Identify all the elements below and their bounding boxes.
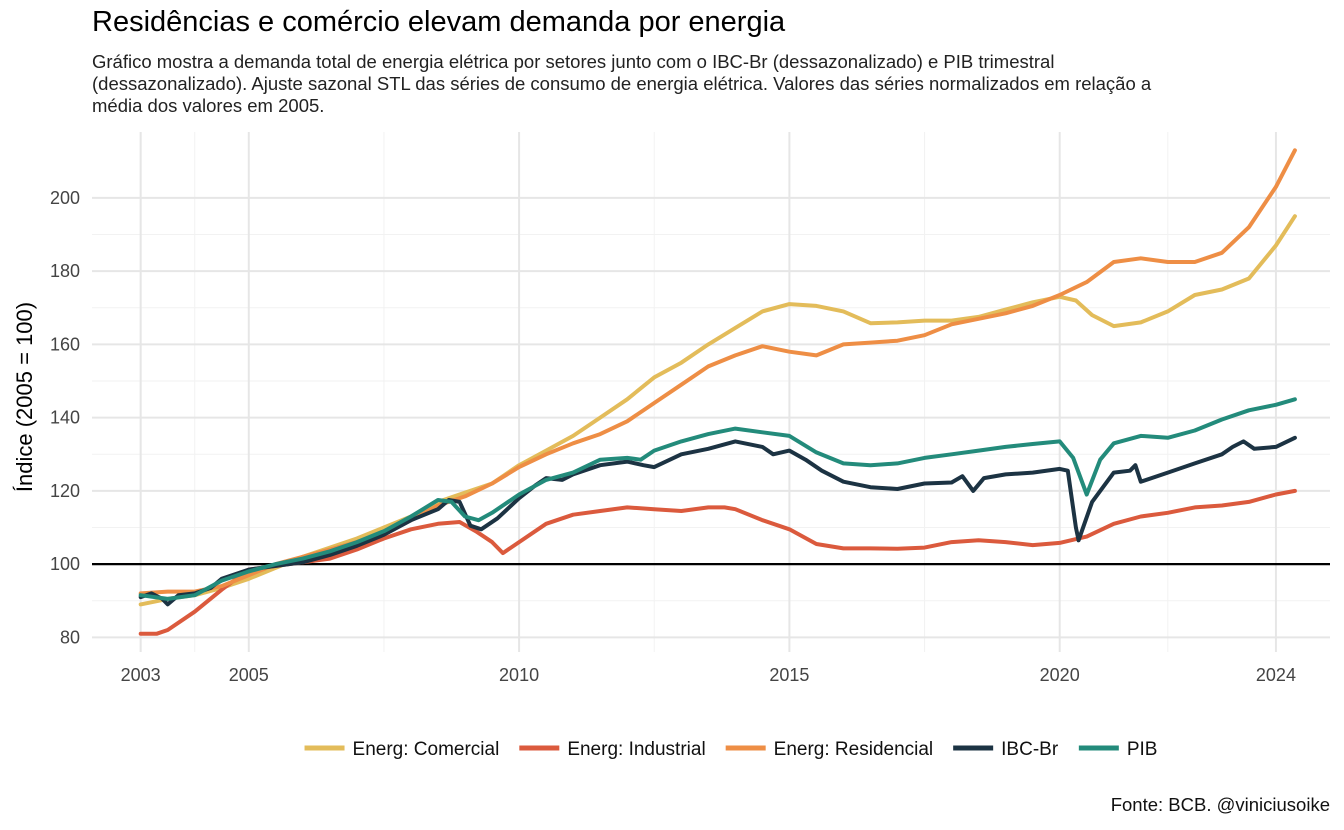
source-caption: Fonte: BCB. @viniciusoike bbox=[1110, 794, 1330, 815]
y-tick-label: 180 bbox=[50, 261, 80, 281]
x-tick-label: 2010 bbox=[499, 665, 539, 685]
legend-label: PIB bbox=[1127, 739, 1158, 760]
series-lines bbox=[138, 148, 1297, 636]
x-axis-tick-labels: 2003 2005 2010 2015 2020 2024 bbox=[121, 665, 1296, 685]
legend-label: Energ: Industrial bbox=[567, 739, 705, 760]
x-tick-label: 2003 bbox=[121, 665, 161, 685]
y-axis-title: Índice (2005 = 100) bbox=[12, 302, 37, 492]
y-tick-label: 80 bbox=[60, 627, 80, 647]
y-tick-label: 200 bbox=[50, 188, 80, 208]
series-line-ibc-br bbox=[138, 435, 1297, 607]
series-line-energ-residencial bbox=[138, 148, 1297, 596]
x-tick-label: 2005 bbox=[229, 665, 269, 685]
chart-subtitle: Gráfico mostra a demanda total de energi… bbox=[92, 51, 1152, 116]
y-tick-label: 100 bbox=[50, 554, 80, 574]
y-tick-label: 160 bbox=[50, 334, 80, 354]
legend-item: Energ: Comercial bbox=[304, 739, 500, 760]
chart-title: Residências e comércio elevam demanda po… bbox=[92, 6, 786, 38]
legend-item: IBC-Br bbox=[953, 739, 1059, 760]
y-tick-label: 120 bbox=[50, 481, 80, 501]
legend: Energ: Comercial Energ: Industrial Energ: … bbox=[304, 739, 1158, 760]
major-gridlines bbox=[92, 132, 1330, 652]
minor-gridlines bbox=[92, 132, 1330, 652]
y-tick-label: 140 bbox=[50, 408, 80, 428]
series-line-energ-comercial bbox=[138, 214, 1297, 607]
legend-label: Energ: Comercial bbox=[353, 739, 500, 760]
legend-item: Energ: Residencial bbox=[725, 739, 933, 760]
legend-label: IBC-Br bbox=[1001, 739, 1059, 760]
legend-item: Energ: Industrial bbox=[519, 739, 706, 760]
series-line-pib bbox=[138, 397, 1297, 601]
x-tick-label: 2024 bbox=[1256, 665, 1296, 685]
series-line-energ-industrial bbox=[138, 488, 1297, 636]
y-axis-tick-labels: 80 100 120 140 160 180 200 bbox=[50, 188, 80, 647]
legend-label: Energ: Residencial bbox=[774, 739, 933, 760]
legend-item: PIB bbox=[1078, 739, 1158, 760]
x-tick-label: 2020 bbox=[1040, 665, 1080, 685]
x-tick-label: 2015 bbox=[769, 665, 809, 685]
